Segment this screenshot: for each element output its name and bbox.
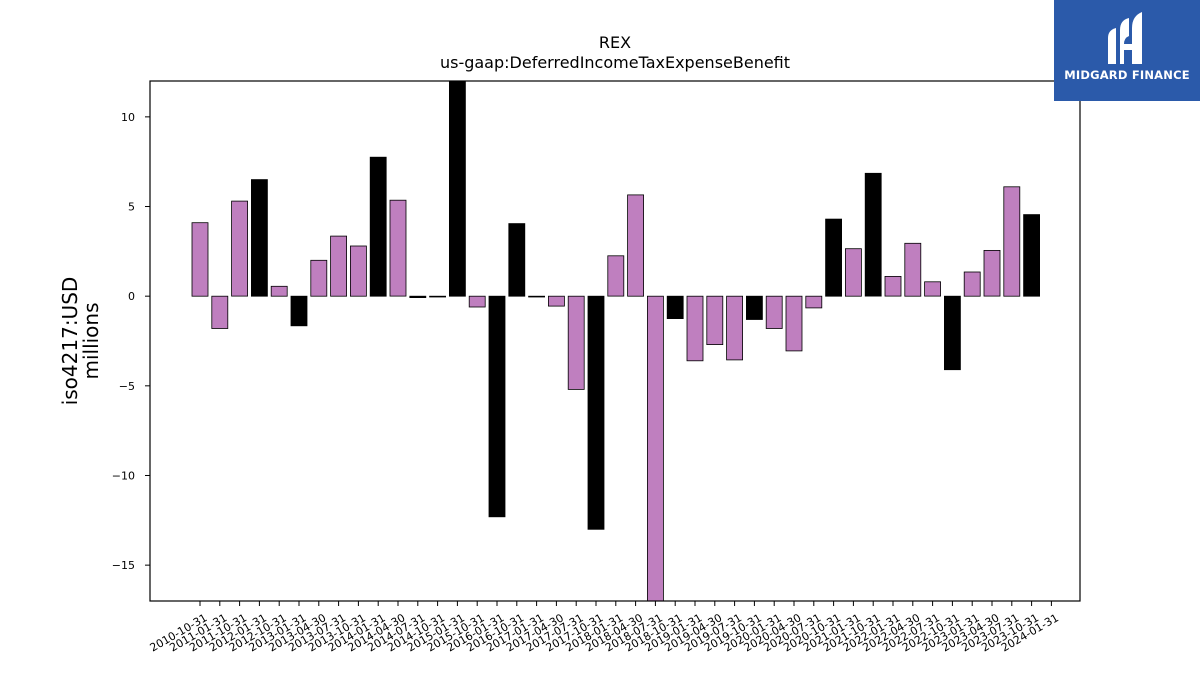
midgard-logo-icon — [1108, 12, 1142, 64]
bar-2014-10-31 — [429, 295, 447, 298]
bar-2018-04-30 — [627, 194, 644, 297]
bar-2015-10-31 — [468, 295, 486, 308]
bar-2011-10-31 — [231, 200, 249, 297]
bar-2023-04-30 — [983, 249, 1001, 297]
bar-2022-04-30 — [904, 242, 922, 297]
bars-group — [191, 80, 1040, 602]
bar-2015-01-31 — [448, 80, 466, 297]
bar-2017-07-31 — [567, 295, 585, 390]
bar-2012-01-31 — [250, 179, 268, 297]
bar-2014-01-31 — [369, 156, 387, 297]
y-axis-label: iso4217:USD — [58, 277, 82, 406]
bar-2022-01-31 — [884, 275, 902, 297]
y-tick-label: 5 — [128, 201, 135, 214]
bar-2013-01-31 — [290, 295, 308, 327]
bar-2016-01-31 — [488, 295, 506, 518]
y-tick-label: 10 — [121, 111, 135, 124]
bar-2020-10-31 — [825, 218, 842, 297]
x-axis: 2010-10-312011-01-312011-10-312012-01-31… — [148, 601, 1061, 654]
bar-2019-07-31 — [726, 295, 743, 361]
bar-2014-07-31 — [409, 295, 427, 299]
chart-title: REX — [599, 33, 631, 52]
bar-2018-07-31 — [647, 295, 664, 602]
bar-2023-10-31 — [1023, 214, 1040, 297]
plot-frame — [149, 80, 1081, 602]
bar-2021-10-31 — [864, 172, 882, 297]
bar-2017-04-30 — [548, 295, 565, 307]
bar-2019-01-31 — [686, 295, 704, 362]
logo-text: MIDGARD FINANCE — [1064, 68, 1190, 82]
bar-2018-10-31 — [666, 295, 684, 320]
y-axis: 10 5 0 −5 −10 −15 — [112, 111, 150, 572]
bar-2013-07-31 — [330, 235, 348, 297]
bar-2023-07-31 — [1003, 186, 1021, 297]
bar-2010-10-31 — [191, 222, 209, 297]
y-axis-label-units: millions — [79, 302, 103, 379]
bar-2012-10-31 — [270, 285, 288, 297]
bar-2020-07-31 — [805, 295, 823, 309]
y-tick-label: −5 — [119, 380, 135, 393]
bar-2020-04-30 — [785, 295, 803, 352]
y-tick-label: −10 — [112, 469, 135, 482]
bar-2023-01-31 — [963, 271, 981, 297]
bar-2013-04-30 — [310, 259, 328, 297]
bar-2019-10-31 — [746, 295, 763, 320]
bar-2019-04-30 — [706, 295, 724, 346]
bar-2017-10-31 — [587, 295, 605, 530]
bar-2016-10-31 — [508, 223, 526, 297]
bar-2014-04-30 — [389, 199, 407, 297]
y-tick-label: 0 — [128, 290, 135, 303]
bar-2020-01-31 — [765, 295, 783, 329]
bar-2017-01-31 — [528, 295, 545, 298]
bar-2013-10-31 — [349, 245, 367, 297]
bar-2021-01-31 — [845, 248, 862, 297]
y-tick-label: −15 — [112, 559, 135, 572]
chart-subtitle: us-gaap:DeferredIncomeTaxExpenseBenefit — [440, 53, 790, 72]
bar-2011-01-31 — [211, 295, 229, 329]
midgard-finance-logo: MIDGARD FINANCE — [1054, 0, 1200, 101]
bar-2022-10-31 — [944, 295, 961, 371]
bar-2022-07-31 — [924, 281, 941, 297]
bar-2018-01-31 — [607, 255, 625, 297]
